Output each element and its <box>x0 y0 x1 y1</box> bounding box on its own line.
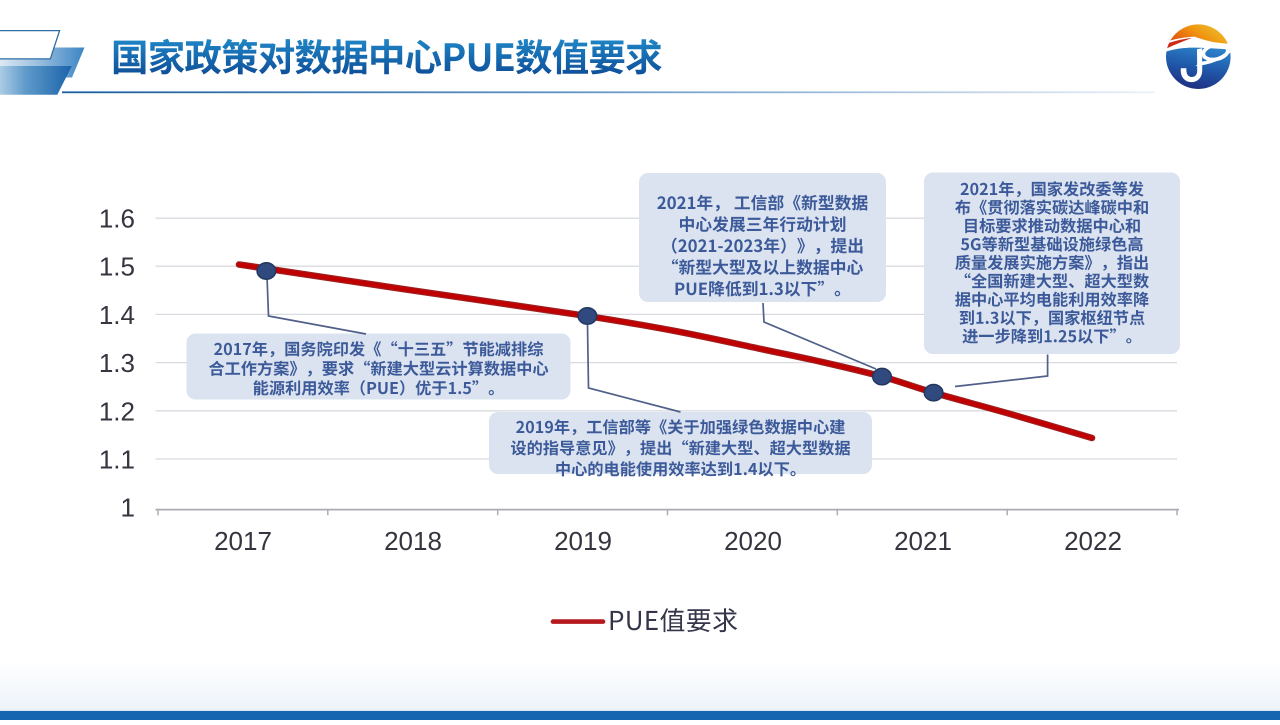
svg-text:2018: 2018 <box>384 526 442 556</box>
svg-text:2019: 2019 <box>554 526 612 556</box>
svg-text:2017: 2017 <box>214 526 272 556</box>
svg-text:1.2: 1.2 <box>99 396 135 426</box>
svg-text:1.3: 1.3 <box>99 348 135 378</box>
svg-text:1: 1 <box>121 493 135 523</box>
svg-text:1.4: 1.4 <box>99 300 135 330</box>
svg-text:1.6: 1.6 <box>99 204 135 234</box>
svg-text:2022: 2022 <box>1064 526 1122 556</box>
svg-text:1.1: 1.1 <box>99 445 135 475</box>
svg-text:1.5: 1.5 <box>99 252 135 282</box>
svg-text:2021: 2021 <box>894 526 952 556</box>
svg-text:2020: 2020 <box>724 526 782 556</box>
